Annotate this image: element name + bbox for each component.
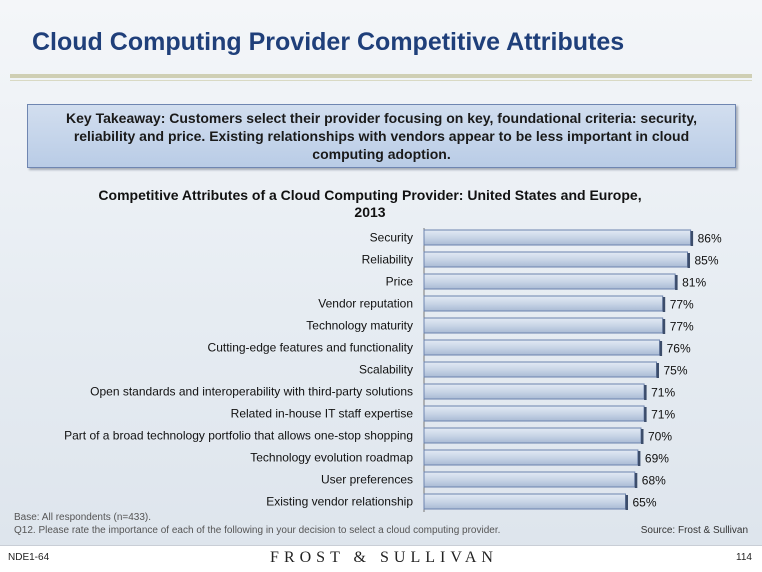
category-label: Reliability <box>362 253 413 267</box>
bar <box>423 449 639 466</box>
footer-bar <box>0 545 762 572</box>
bar <box>423 339 661 356</box>
data-label: 70% <box>648 430 672 444</box>
data-label: 75% <box>664 364 688 378</box>
bar-shadow <box>644 407 647 422</box>
category-label: Part of a broad technology portfolio tha… <box>64 429 413 443</box>
data-label: 69% <box>645 452 669 466</box>
bar <box>423 317 664 334</box>
bar <box>423 427 642 444</box>
page-number: 114 <box>736 552 752 563</box>
category-label: Related in-house IT staff expertise <box>231 407 414 421</box>
bar <box>423 273 676 290</box>
key-takeaway-text: Key Takeaway: Customers select their pro… <box>66 110 697 162</box>
question-footnote: Q12. Please rate the importance of each … <box>14 525 501 536</box>
bar-chart: Security 86% Reliability 85% Price 81% Vendor … <box>64 228 722 512</box>
slide-id: NDE1-64 <box>8 552 50 563</box>
data-label: 65% <box>633 496 657 510</box>
page-title: Cloud Computing Provider Competitive Att… <box>32 28 625 56</box>
title-divider-thin <box>10 80 752 81</box>
data-label: 77% <box>670 320 694 334</box>
bar <box>423 383 645 400</box>
category-label: Technology evolution roadmap <box>250 451 413 465</box>
category-label: Open standards and interoperability with… <box>90 385 413 399</box>
bar-shadow <box>656 363 659 378</box>
bar <box>423 295 664 312</box>
bar <box>423 471 636 488</box>
bar-shadow <box>634 473 638 488</box>
category-label: User preferences <box>321 473 413 487</box>
bar-shadow <box>637 451 641 466</box>
category-label: Price <box>386 275 414 289</box>
category-label: Cutting-edge features and functionality <box>208 341 413 355</box>
bar <box>423 405 645 422</box>
category-label: Existing vendor relationship <box>266 495 413 509</box>
bar-shadow <box>641 429 644 444</box>
data-label: 81% <box>682 276 706 290</box>
bar <box>423 361 657 378</box>
data-label: 71% <box>651 386 675 400</box>
bar <box>423 229 692 246</box>
bar-shadow <box>659 341 663 356</box>
category-label: Technology maturity <box>306 319 413 333</box>
bar-shadow <box>675 275 678 290</box>
bar <box>423 251 688 268</box>
bar-shadow <box>690 231 694 246</box>
data-label: 76% <box>667 342 691 356</box>
data-label: 68% <box>642 474 666 488</box>
category-label: Scalability <box>359 363 413 377</box>
bar-shadow <box>662 297 666 312</box>
data-label: 86% <box>698 232 722 246</box>
bar-shadow <box>662 319 666 334</box>
category-label: Vendor reputation <box>318 297 413 311</box>
bar-shadow <box>644 385 647 400</box>
key-takeaway-box: Key Takeaway: Customers select their pro… <box>27 104 736 168</box>
chart-title: Competitive Attributes of a Cloud Comput… <box>98 187 642 220</box>
data-label: 71% <box>651 408 675 422</box>
category-label: Security <box>370 231 413 245</box>
source-note: Source: Frost & Sullivan <box>640 525 748 536</box>
data-label: 85% <box>695 254 719 268</box>
bar-shadow <box>687 253 690 268</box>
bar-shadow <box>625 495 628 510</box>
bar <box>423 493 626 510</box>
brand-logo: FROST & SULLIVAN <box>270 549 498 566</box>
data-label: 77% <box>670 298 694 312</box>
title-divider <box>10 74 752 78</box>
base-footnote: Base: All respondents (n=433). <box>14 512 152 523</box>
